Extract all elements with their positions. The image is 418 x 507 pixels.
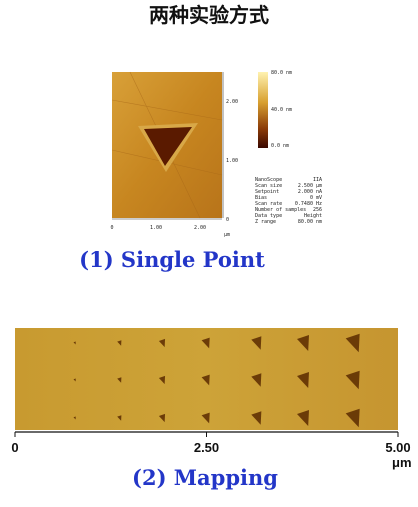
indent [201, 374, 210, 386]
indent-grid [73, 333, 360, 428]
indent [117, 415, 122, 421]
param-name: Scan rate [255, 201, 282, 207]
x-tick-label: 2.50 [194, 440, 219, 455]
param-name: Data type [255, 213, 282, 219]
x-tick-label: 5.00 [385, 440, 410, 455]
param-value: 2.500 μm [298, 183, 322, 189]
param-name: Z range [255, 219, 276, 225]
param-name: Setpoint [255, 189, 279, 195]
param-value: 80.00 nm [298, 219, 322, 225]
indent [201, 412, 210, 424]
indent [345, 333, 360, 353]
indent [345, 408, 360, 428]
param-name: NanoScope [255, 177, 282, 183]
x-tick-label: 0 [110, 225, 113, 231]
indent [73, 341, 76, 345]
y-tick-label: 1.00 [226, 158, 238, 164]
x-tick-label: 2.00 [194, 225, 206, 231]
indent [251, 373, 262, 387]
indent [345, 370, 360, 390]
x-unit: μm [224, 232, 230, 238]
param-name: Bias [255, 195, 267, 201]
indent [73, 416, 76, 420]
single-point-labels: 80.0 nm 40.0 nm 0.0 nm 2.00 1.00 0 0 1.00 2.00 μm… [110, 70, 322, 238]
colorbar-label: 80.0 nm [271, 70, 292, 76]
indent [158, 375, 166, 385]
param-value: 0.7480 Hz [295, 201, 322, 207]
indent [251, 336, 262, 350]
title: 两种实验方式 [149, 3, 269, 27]
indent [117, 340, 122, 346]
colorbar [258, 72, 268, 148]
caption: (2) Mapping [132, 465, 278, 490]
param-value: 2.000 nA [298, 189, 322, 195]
colorbar-label: 0.0 nm [271, 143, 289, 149]
indent [251, 411, 262, 425]
indent [158, 413, 166, 423]
x-unit: μm [392, 455, 412, 470]
indent [144, 127, 192, 166]
indent [158, 338, 166, 348]
param-value: IIA [313, 177, 322, 183]
indent [201, 337, 210, 349]
indent [297, 410, 309, 426]
y-tick-label: 0 [226, 217, 229, 223]
x-tick-label: 1.00 [150, 225, 162, 231]
indent [117, 377, 122, 383]
indent [297, 335, 309, 351]
y-tick-label: 2.00 [226, 99, 238, 105]
param-name: Scan size [255, 183, 282, 189]
indent [297, 372, 309, 388]
caption: (1) Single Point [79, 247, 265, 272]
param-name: Number of samples [255, 207, 306, 213]
param-value: 256 [313, 207, 322, 213]
param-value: 0 mV [310, 195, 322, 201]
x-tick-label: 0 [11, 440, 18, 455]
indent [73, 378, 76, 382]
colorbar-label: 40.0 nm [271, 107, 292, 113]
param-value: Height [304, 213, 322, 219]
